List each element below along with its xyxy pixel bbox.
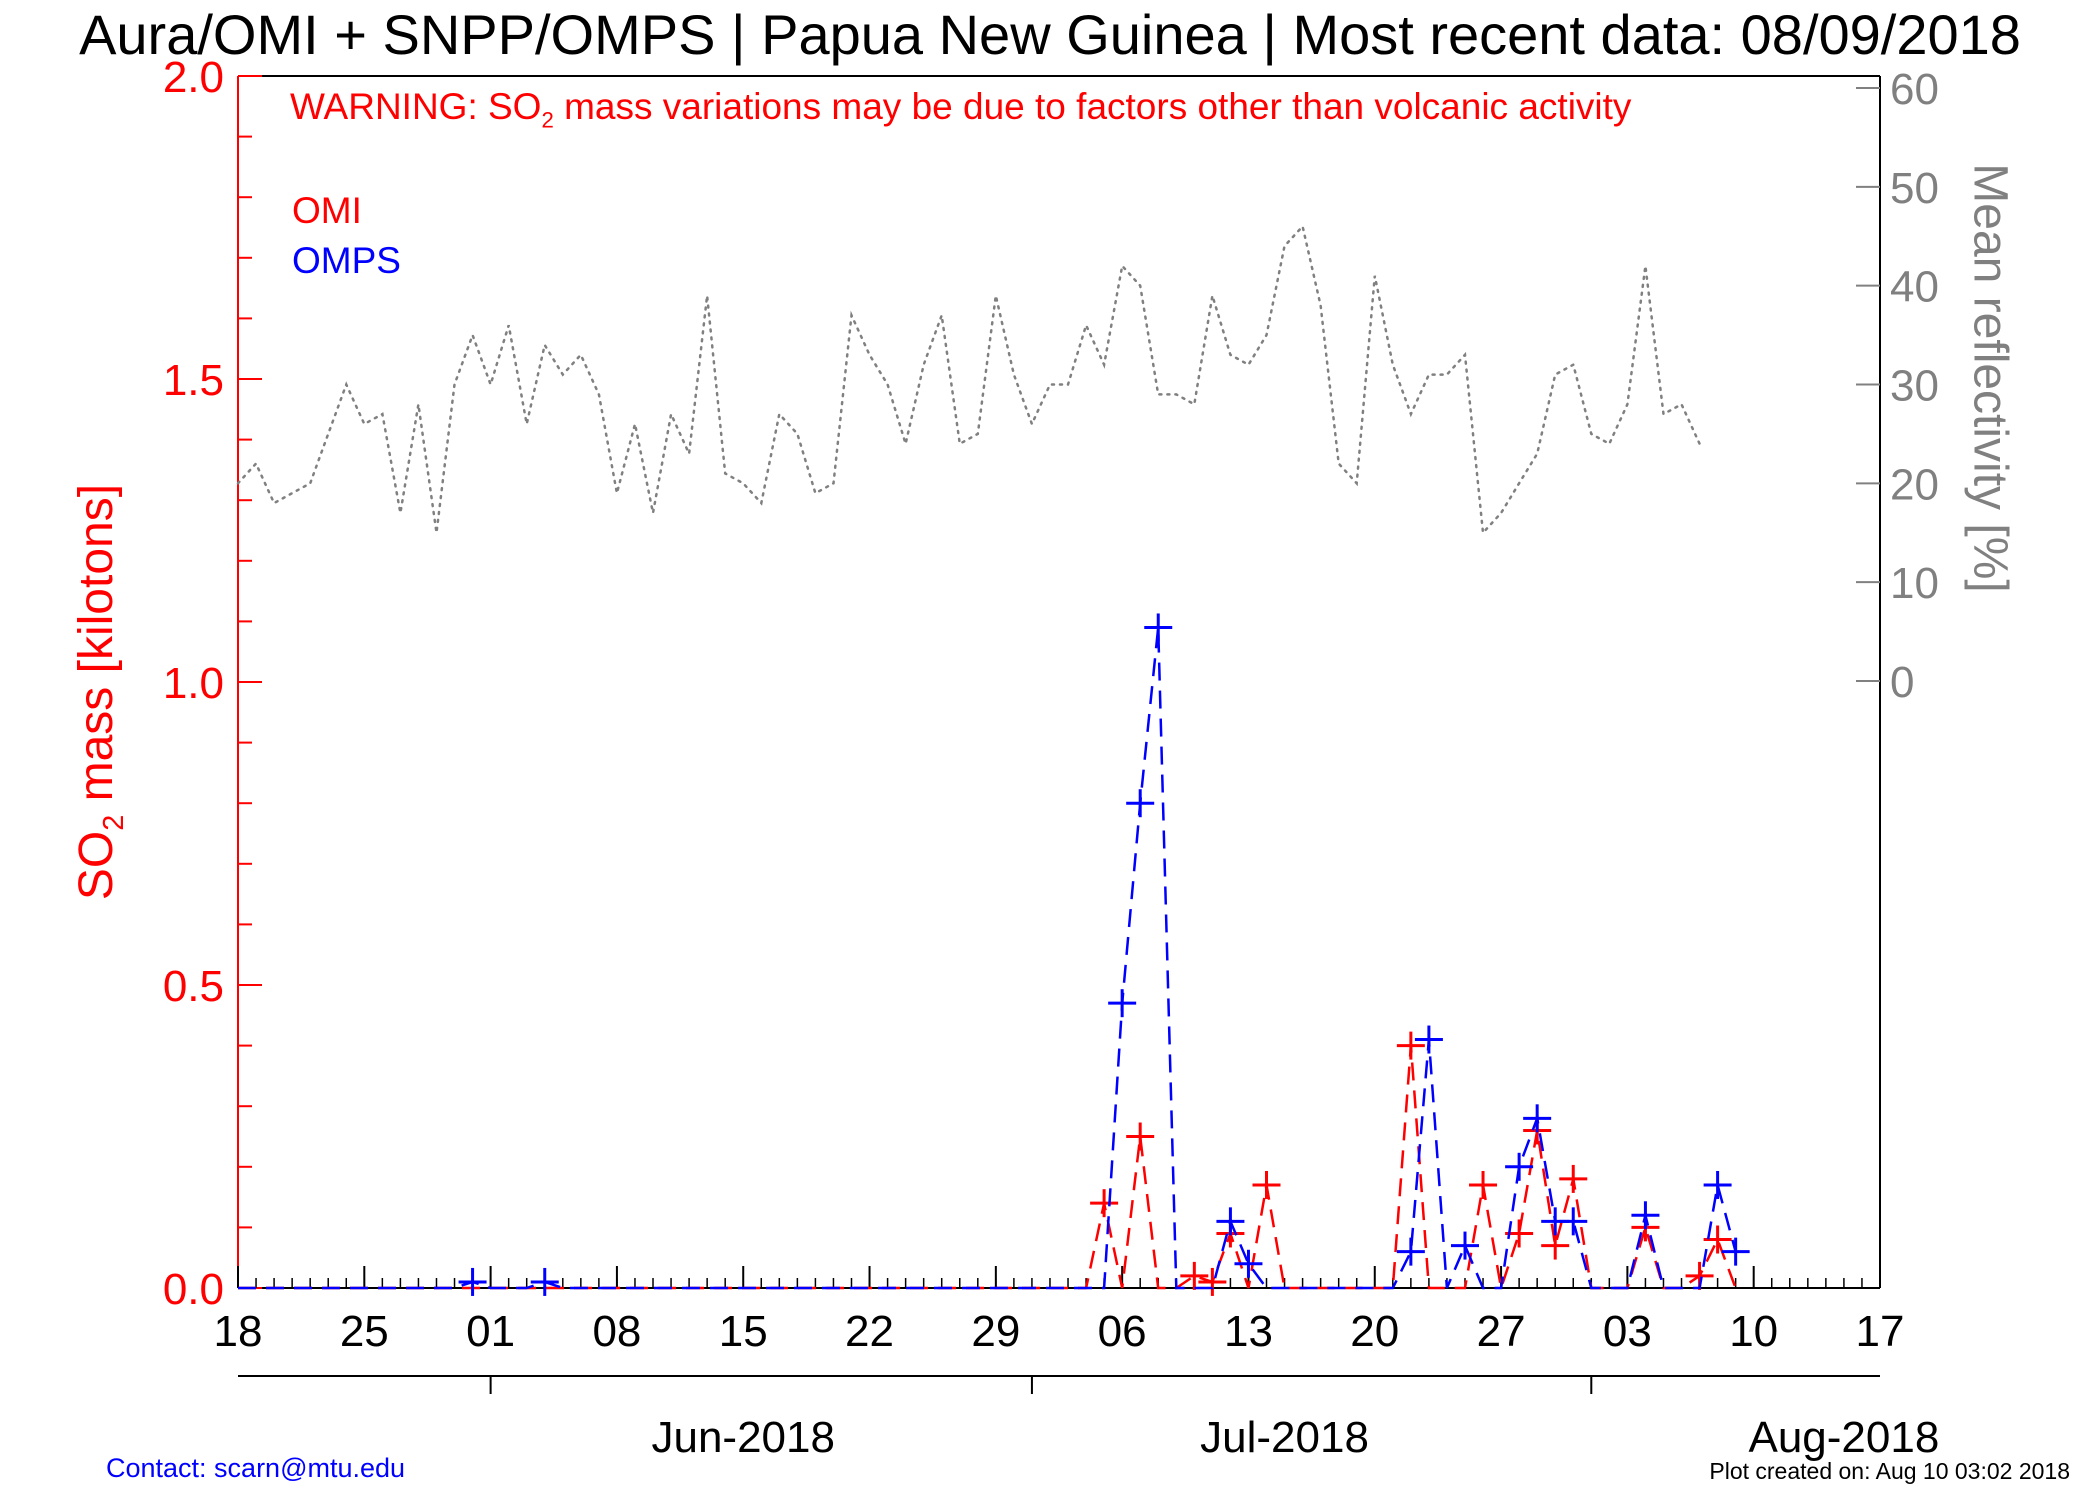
data-point-omps	[1396, 1237, 1425, 1266]
y-left-tick-label: 2.0	[163, 53, 224, 102]
x-tick-label: 25	[340, 1307, 389, 1356]
data-point-omi	[1252, 1170, 1281, 1199]
x-tick-label: 10	[1729, 1307, 1778, 1356]
month-label: Jul-2018	[1200, 1413, 1369, 1462]
data-point-omi	[1469, 1170, 1498, 1199]
y-right-tick-label: 30	[1890, 362, 1939, 411]
y-right-tick-label: 60	[1890, 65, 1939, 114]
data-point-omps	[1108, 989, 1137, 1018]
warning-text: WARNING: SO2 mass variations may be due …	[290, 86, 1631, 133]
data-point-omps	[1721, 1237, 1750, 1266]
x-tick-label: 18	[214, 1307, 263, 1356]
contact-link[interactable]: Contact: scarn@mtu.edu	[106, 1453, 406, 1483]
data-point-omi	[1541, 1231, 1570, 1260]
month-label: Jun-2018	[651, 1413, 834, 1462]
y-right-tick-label: 40	[1890, 263, 1939, 312]
data-point-omi	[1703, 1225, 1732, 1254]
x-tick-label: 13	[1224, 1307, 1273, 1356]
x-tick-label: 20	[1350, 1307, 1399, 1356]
series-line-omps	[238, 627, 1737, 1290]
series-line-reflectivity	[236, 223, 1701, 536]
y-axis-left-label-suffix: mass [kilotons]	[70, 483, 124, 815]
data-point-omps	[1631, 1201, 1660, 1230]
data-point-omps	[530, 1267, 559, 1296]
data-point-omps	[1703, 1170, 1732, 1199]
x-tick-label: 29	[971, 1307, 1020, 1356]
data-point-omps	[458, 1267, 487, 1296]
y-left-tick-label: 1.5	[163, 356, 224, 405]
chart-title: Aura/OMI + SNPP/OMPS | Papua New Guinea …	[79, 3, 2021, 66]
data-point-omi	[1180, 1261, 1209, 1290]
y-left-tick-label: 0.5	[163, 962, 224, 1011]
y-left-tick-label: 1.0	[163, 659, 224, 708]
data-point-omps	[1144, 613, 1173, 642]
data-point-omps	[1505, 1152, 1534, 1181]
x-tick-label: 01	[466, 1307, 515, 1356]
data-point-omps	[1126, 789, 1155, 818]
y-left-tick-label: 0.0	[163, 1265, 224, 1314]
data-point-omps	[1414, 1025, 1443, 1054]
x-tick-label: 03	[1603, 1307, 1652, 1356]
legend-omps: OMPS	[292, 240, 401, 281]
data-point-omi	[1559, 1164, 1588, 1193]
data-point-omi	[1090, 1189, 1119, 1218]
data-point-omi	[1396, 1031, 1425, 1060]
data-point-omi	[1126, 1122, 1155, 1151]
x-tick-label: 08	[592, 1307, 641, 1356]
data-point-omi	[1198, 1267, 1227, 1296]
x-tick-label: 22	[845, 1307, 894, 1356]
warning-subscript: 2	[541, 107, 554, 133]
data-point-omps	[1523, 1104, 1552, 1133]
x-tick-label: 17	[1856, 1307, 1905, 1356]
x-tick-label: 06	[1098, 1307, 1147, 1356]
y-right-tick-label: 20	[1890, 460, 1939, 509]
y-axis-left-label-subscript: 2	[97, 814, 130, 831]
y-axis-right-label: Mean reflectivity [%]	[1963, 163, 2017, 593]
y-axis-left-label: SO2 mass [kilotons]	[69, 484, 131, 900]
y-axis-left-label-prefix: SO	[70, 830, 124, 901]
data-point-omps	[1234, 1249, 1263, 1278]
plot-created-text: Plot created on: Aug 10 03:02 2018	[1709, 1458, 2070, 1484]
data-point-omps	[1450, 1231, 1479, 1260]
x-tick-label: 27	[1477, 1307, 1526, 1356]
y-right-tick-label: 0	[1890, 658, 1914, 707]
y-right-tick-label: 50	[1890, 164, 1939, 213]
data-point-omps	[1216, 1207, 1245, 1236]
y-right-tick-label: 10	[1890, 559, 1939, 608]
month-label: Aug-2018	[1748, 1413, 1939, 1462]
legend-omi: OMI	[292, 190, 362, 231]
data-point-omps	[1559, 1207, 1588, 1236]
warning-prefix: WARNING: SO	[290, 86, 542, 127]
warning-suffix: mass variations may be due to factors ot…	[553, 86, 1632, 127]
x-tick-label: 15	[719, 1307, 768, 1356]
